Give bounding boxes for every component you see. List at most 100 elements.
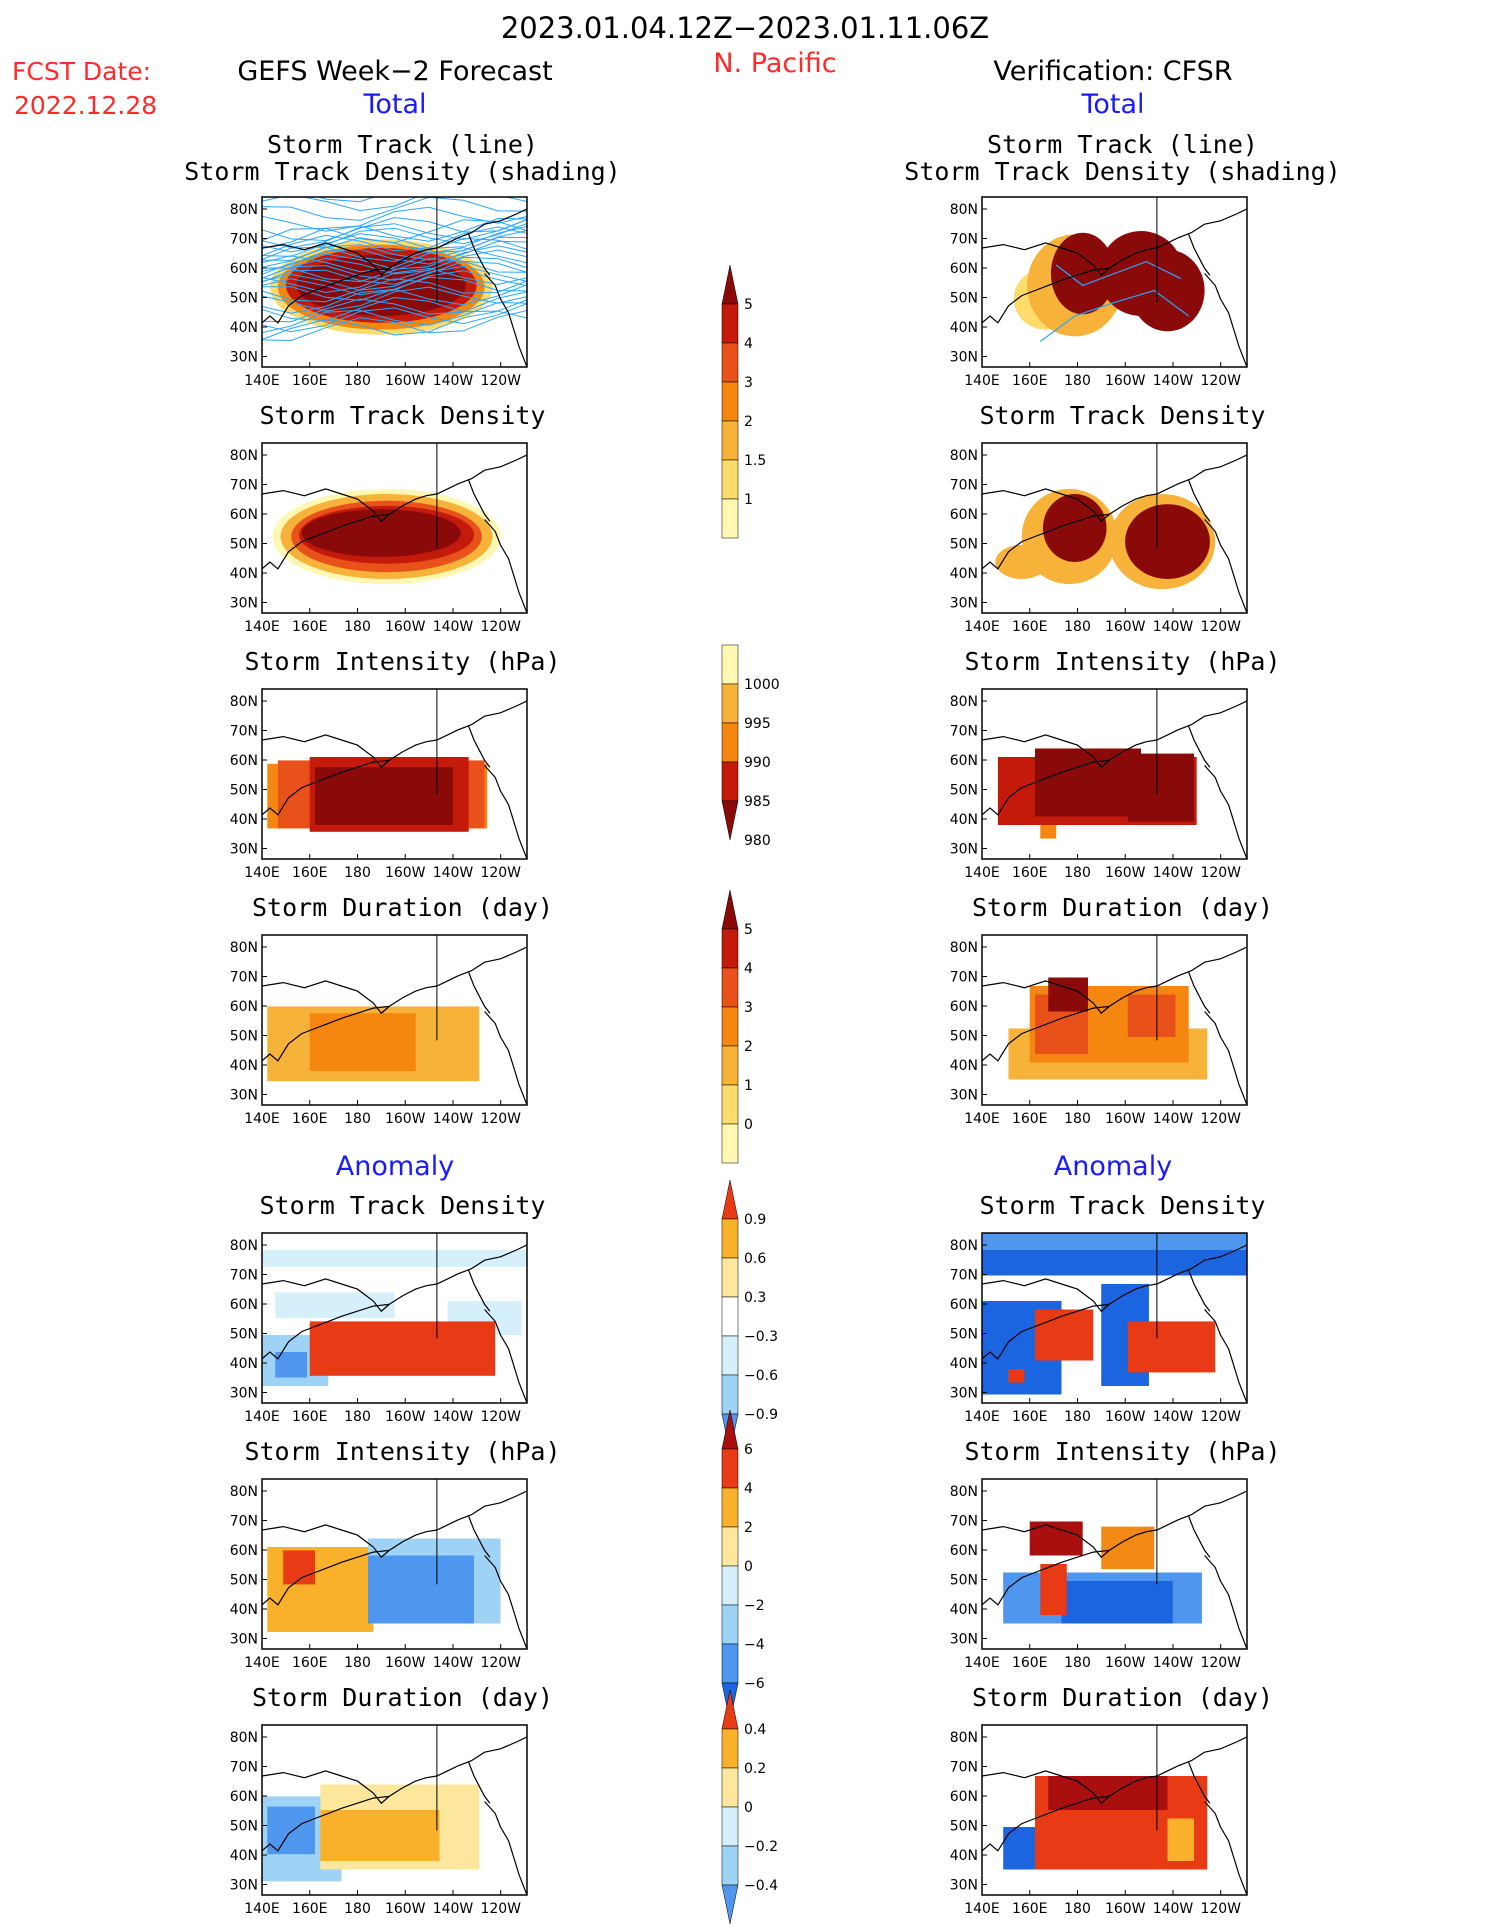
storm-track-line <box>262 217 527 249</box>
lat-tick-label: 50N <box>230 1573 258 1589</box>
shade-cell <box>262 1250 527 1267</box>
lat-tick-label: 60N <box>950 1789 978 1805</box>
lat-tick-label: 40N <box>950 1602 978 1618</box>
coastline <box>484 1011 527 1105</box>
storm-track-line <box>262 230 527 261</box>
map-frame <box>261 442 528 614</box>
coastline <box>468 972 491 1014</box>
lat-tick-label: 40N <box>230 1058 258 1074</box>
right-panel-1: Storm Track (line)Storm Track Density (s… <box>904 130 1341 389</box>
lon-tick-label: 140W <box>433 619 474 635</box>
storm-track-line <box>262 219 527 249</box>
lon-tick-label: 180 <box>344 1409 371 1425</box>
lat-tick-label: 80N <box>950 1484 978 1500</box>
colorbar-segment <box>721 683 739 724</box>
lat-tick-label: 80N <box>230 1484 258 1500</box>
lat-tick-label: 70N <box>230 1514 258 1530</box>
lon-tick-label: 160W <box>385 865 426 881</box>
lon-tick-label: 140E <box>244 1655 280 1671</box>
lon-tick-label: 160E <box>1012 373 1048 389</box>
colorbar-segment <box>721 1335 739 1376</box>
lon-tick-label: 140W <box>1153 1111 1194 1127</box>
colorbar-2: 1000 995 990 985 980 <box>721 644 780 849</box>
colorbar-segment <box>721 1448 739 1489</box>
right-panel-5: Storm Track Density 80N 70N 60N 50N 40N 30N 140… <box>950 1191 1266 1425</box>
colorbar-segment <box>721 1845 739 1886</box>
lat-tick-label: 60N <box>230 1543 258 1559</box>
storm-track-line <box>262 197 527 221</box>
left-panel-6: Storm Intensity (hPa) 80N 70N 60N 50N 40N 30N 1… <box>230 1437 561 1671</box>
lon-tick-label: 120W <box>480 373 521 389</box>
coastline <box>1188 972 1211 1014</box>
colorbar-segment <box>721 761 739 802</box>
lat-tick-label: 30N <box>950 1088 978 1104</box>
storm-track-line <box>262 270 527 296</box>
right-panel-3: Storm Intensity (hPa) 80N 70N 60N 50N 40N 30N 1… <box>950 647 1281 881</box>
shade-area <box>1125 504 1210 579</box>
lon-tick-label: 180 <box>344 1901 371 1917</box>
lat-tick-label: 60N <box>950 1297 978 1313</box>
coastline <box>982 759 1110 816</box>
colorbar-label: 0 <box>744 1117 753 1133</box>
colorbar-segment <box>721 1084 739 1125</box>
colorbar-segment <box>721 381 739 422</box>
lat-tick-label: 70N <box>950 1514 978 1530</box>
lon-tick-label: 140W <box>1153 865 1194 881</box>
colorbar-label: 5 <box>744 297 753 313</box>
colorbar-label: 1000 <box>744 677 780 693</box>
lon-tick-label: 180 <box>344 619 371 635</box>
colorbar-label: −6 <box>744 1676 765 1692</box>
map-frame <box>261 1232 528 1404</box>
colorbar-segment <box>721 303 739 344</box>
lat-tick-label: 50N <box>230 1029 258 1045</box>
storm-track-line <box>262 249 527 279</box>
lon-tick-label: 140E <box>244 373 280 389</box>
lat-tick-label: 40N <box>950 812 978 828</box>
lat-tick-label: 60N <box>230 507 258 523</box>
panel-title: Storm Track (line) <box>267 130 538 159</box>
lat-tick-label: 30N <box>950 842 978 858</box>
colorbar-segment <box>721 459 739 500</box>
lon-tick-label: 160W <box>1105 619 1146 635</box>
fcst-date-value: 2022.12.28 <box>14 91 157 120</box>
colorbar-label: 995 <box>744 716 771 732</box>
lon-tick-label: 120W <box>1200 1409 1241 1425</box>
coastline <box>262 946 527 1015</box>
lat-tick-label: 40N <box>230 320 258 336</box>
lat-tick-label: 30N <box>950 350 978 366</box>
right-total-label: Total <box>1080 89 1144 120</box>
colorbar-arrow-top <box>721 889 739 930</box>
shade-cell <box>1035 1309 1094 1361</box>
coastline <box>1188 234 1211 276</box>
panel-title: Storm Track (line) <box>987 130 1258 159</box>
storm-track-line <box>262 291 527 323</box>
lon-tick-label: 120W <box>1200 1655 1241 1671</box>
lon-tick-label: 120W <box>1200 619 1241 635</box>
lat-tick-label: 80N <box>950 1730 978 1746</box>
lon-tick-label: 140E <box>244 1111 280 1127</box>
storm-track-line <box>262 206 527 232</box>
lon-tick-label: 160W <box>385 1409 426 1425</box>
lat-tick-label: 70N <box>230 232 258 248</box>
storm-track-line <box>262 267 527 294</box>
map-frame <box>981 442 1248 614</box>
lat-tick-label: 60N <box>950 261 978 277</box>
colorbar-segment <box>721 644 739 685</box>
colorbar-segment <box>721 928 739 969</box>
lat-tick-label: 60N <box>230 1789 258 1805</box>
lat-tick-label: 70N <box>230 970 258 986</box>
lon-tick-label: 140W <box>1153 1901 1194 1917</box>
lon-tick-label: 120W <box>1200 1901 1241 1917</box>
lat-tick-label: 70N <box>230 478 258 494</box>
map-area <box>982 1725 1247 1895</box>
colorbar-segment <box>721 967 739 1008</box>
lat-tick-label: 40N <box>950 1356 978 1372</box>
lon-tick-label: 160E <box>292 619 328 635</box>
lat-tick-label: 50N <box>230 1819 258 1835</box>
lon-tick-label: 140W <box>1153 373 1194 389</box>
coastline <box>982 700 1247 769</box>
lon-tick-label: 140W <box>1153 1655 1194 1671</box>
lat-tick-label: 60N <box>950 1543 978 1559</box>
colorbar-label: −0.4 <box>744 1878 778 1894</box>
lat-tick-label: 30N <box>950 1632 978 1648</box>
